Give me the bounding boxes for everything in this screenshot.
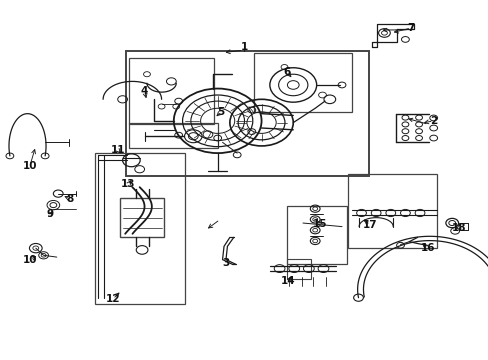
Text: 4: 4: [141, 86, 148, 96]
Bar: [129, 123, 217, 148]
Bar: [120, 198, 163, 237]
Text: 8: 8: [66, 194, 73, 204]
Text: 6: 6: [283, 67, 290, 77]
Bar: [254, 53, 351, 112]
Text: 16: 16: [420, 243, 434, 253]
Bar: [286, 259, 311, 279]
Text: 9: 9: [47, 209, 54, 219]
Bar: [347, 174, 436, 248]
Bar: [287, 206, 346, 264]
Bar: [126, 51, 368, 176]
Text: 17: 17: [362, 220, 377, 230]
Text: 11: 11: [110, 145, 125, 155]
Text: 10: 10: [22, 255, 37, 265]
Text: 2: 2: [429, 116, 436, 126]
Text: 3: 3: [222, 258, 229, 268]
Text: 14: 14: [281, 276, 295, 286]
Text: 10: 10: [22, 161, 37, 171]
Text: 7: 7: [407, 23, 414, 33]
Bar: [95, 153, 184, 304]
Bar: [129, 58, 214, 125]
Text: 1: 1: [241, 42, 247, 52]
Text: 15: 15: [312, 219, 326, 229]
Text: 12: 12: [105, 294, 120, 304]
Text: 5: 5: [217, 107, 224, 117]
Text: 18: 18: [451, 223, 466, 233]
Text: 13: 13: [121, 179, 136, 189]
